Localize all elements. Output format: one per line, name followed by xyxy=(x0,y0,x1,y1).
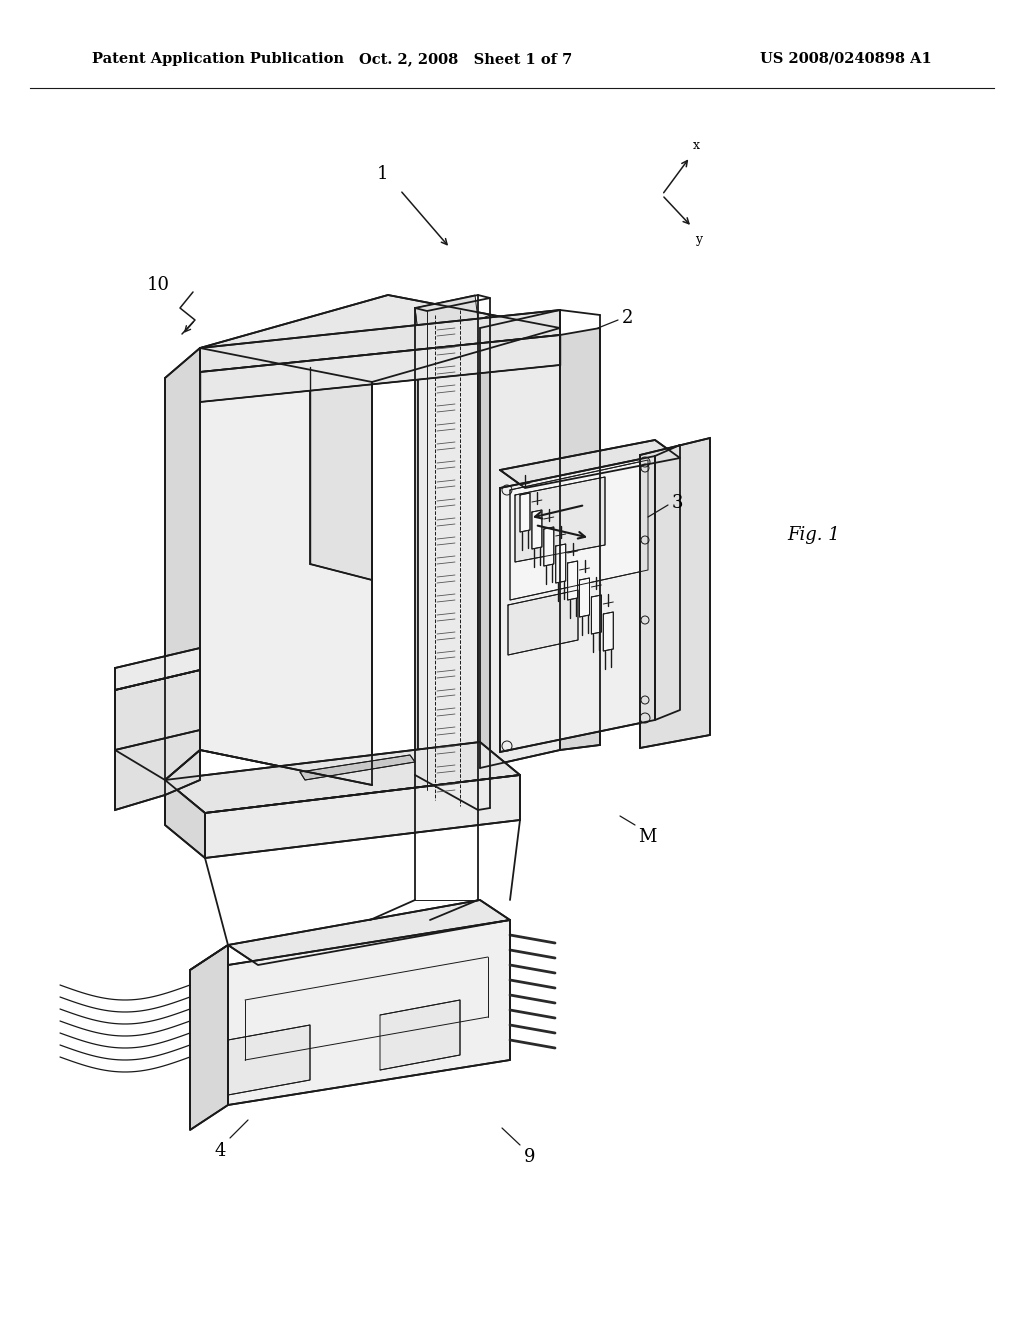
Polygon shape xyxy=(520,492,530,532)
Polygon shape xyxy=(580,578,590,616)
Text: 3: 3 xyxy=(672,494,683,512)
Polygon shape xyxy=(115,730,200,810)
Text: US 2008/0240898 A1: US 2008/0240898 A1 xyxy=(760,51,932,66)
Polygon shape xyxy=(228,900,510,965)
Polygon shape xyxy=(190,945,228,1130)
Polygon shape xyxy=(500,455,655,752)
Polygon shape xyxy=(478,315,490,810)
Polygon shape xyxy=(415,308,418,800)
Text: 1: 1 xyxy=(377,165,388,183)
Polygon shape xyxy=(655,445,680,719)
Text: Fig. 1: Fig. 1 xyxy=(787,525,841,544)
Polygon shape xyxy=(560,327,600,750)
Polygon shape xyxy=(165,780,205,858)
Polygon shape xyxy=(200,335,560,403)
Polygon shape xyxy=(415,294,478,333)
Polygon shape xyxy=(310,367,372,579)
Polygon shape xyxy=(200,310,560,372)
Text: 10: 10 xyxy=(147,276,170,294)
Polygon shape xyxy=(603,612,613,651)
Polygon shape xyxy=(200,348,372,785)
Text: M: M xyxy=(638,828,656,846)
Text: 2: 2 xyxy=(622,309,634,327)
Text: Patent Application Publication: Patent Application Publication xyxy=(92,51,344,66)
Polygon shape xyxy=(200,294,560,381)
Polygon shape xyxy=(556,544,565,583)
Polygon shape xyxy=(500,440,680,488)
Polygon shape xyxy=(418,319,478,810)
Text: y: y xyxy=(695,234,702,246)
Polygon shape xyxy=(480,310,560,352)
Polygon shape xyxy=(544,527,554,566)
Text: 9: 9 xyxy=(524,1148,536,1166)
Polygon shape xyxy=(640,438,710,748)
Polygon shape xyxy=(380,1001,460,1071)
Text: 4: 4 xyxy=(215,1142,226,1160)
Polygon shape xyxy=(508,590,578,655)
Text: Oct. 2, 2008   Sheet 1 of 7: Oct. 2, 2008 Sheet 1 of 7 xyxy=(359,51,572,66)
Polygon shape xyxy=(165,742,520,813)
Polygon shape xyxy=(165,348,200,780)
Polygon shape xyxy=(228,920,510,1105)
Text: x: x xyxy=(693,139,700,152)
Polygon shape xyxy=(515,477,605,562)
Polygon shape xyxy=(567,561,578,601)
Polygon shape xyxy=(531,510,542,549)
Polygon shape xyxy=(480,335,560,768)
Polygon shape xyxy=(115,648,200,690)
Polygon shape xyxy=(300,755,415,780)
Polygon shape xyxy=(228,1026,310,1096)
Polygon shape xyxy=(115,671,200,780)
Polygon shape xyxy=(592,595,601,634)
Polygon shape xyxy=(510,459,648,601)
Polygon shape xyxy=(205,775,520,858)
